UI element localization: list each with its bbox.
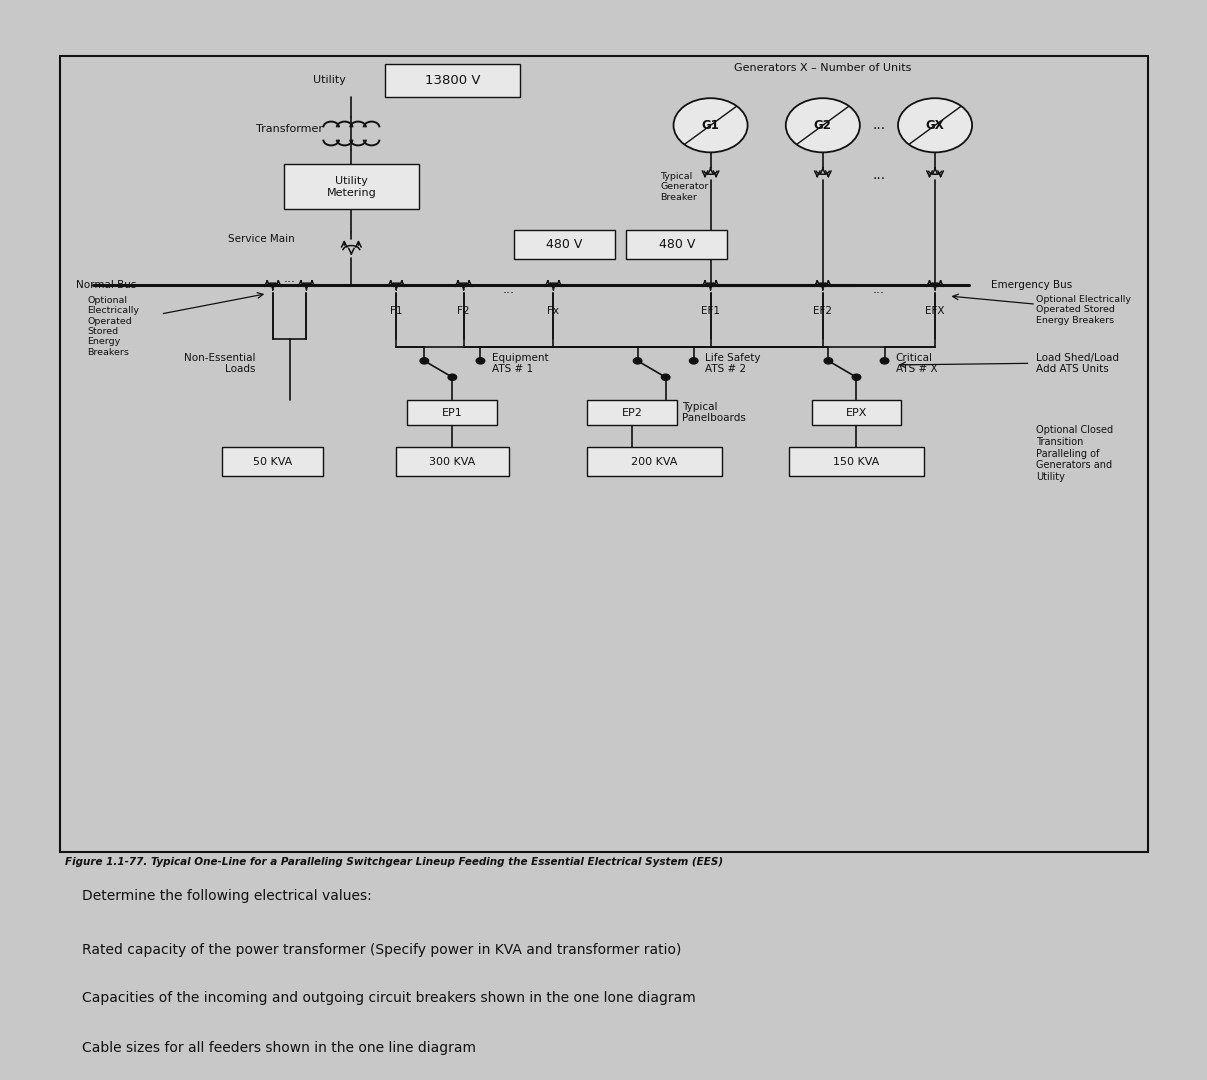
Text: ...: ... bbox=[284, 272, 296, 285]
Text: EP1: EP1 bbox=[442, 407, 462, 418]
Text: EPX: EPX bbox=[846, 407, 867, 418]
Circle shape bbox=[661, 374, 670, 380]
Text: Capacities of the incoming and outgoing circuit breakers shown in the one lone d: Capacities of the incoming and outgoing … bbox=[82, 991, 695, 1004]
Text: Cable sizes for all feeders shown in the one line diagram: Cable sizes for all feeders shown in the… bbox=[82, 1041, 476, 1054]
Circle shape bbox=[448, 374, 456, 380]
Text: EP2: EP2 bbox=[622, 407, 642, 418]
Text: Critical
ATS # X: Critical ATS # X bbox=[896, 352, 938, 374]
Text: 300 KVA: 300 KVA bbox=[430, 457, 476, 467]
Circle shape bbox=[824, 357, 833, 364]
Text: Optional Closed
Transition
Paralleling of
Generators and
Utility: Optional Closed Transition Paralleling o… bbox=[1036, 426, 1113, 482]
Circle shape bbox=[477, 357, 485, 364]
Circle shape bbox=[898, 98, 972, 152]
FancyBboxPatch shape bbox=[587, 401, 677, 424]
Text: Figure 1.1-77. Typical One-Line for a Paralleling Switchgear Lineup Feeding the : Figure 1.1-77. Typical One-Line for a Pa… bbox=[65, 858, 723, 867]
Text: G2: G2 bbox=[814, 119, 832, 132]
Text: Non-Essential
Loads: Non-Essential Loads bbox=[185, 352, 256, 374]
Text: ...: ... bbox=[873, 119, 886, 132]
Text: ...: ... bbox=[873, 167, 886, 181]
Text: Transformer: Transformer bbox=[256, 124, 323, 134]
Circle shape bbox=[420, 357, 428, 364]
Text: Utility
Metering: Utility Metering bbox=[326, 176, 377, 198]
Circle shape bbox=[689, 357, 698, 364]
Text: Emergency Bus: Emergency Bus bbox=[991, 281, 1073, 291]
Circle shape bbox=[674, 98, 747, 152]
FancyBboxPatch shape bbox=[408, 401, 497, 424]
FancyBboxPatch shape bbox=[284, 164, 419, 210]
Circle shape bbox=[880, 357, 888, 364]
Text: Optional Electrically
Operated Stored
Energy Breakers: Optional Electrically Operated Stored En… bbox=[1036, 295, 1131, 325]
Text: Normal Bus: Normal Bus bbox=[76, 281, 136, 291]
FancyBboxPatch shape bbox=[222, 447, 323, 476]
Circle shape bbox=[786, 98, 859, 152]
Text: Determine the following electrical values:: Determine the following electrical value… bbox=[82, 890, 372, 903]
FancyBboxPatch shape bbox=[626, 230, 728, 258]
Text: 480 V: 480 V bbox=[547, 238, 583, 251]
Text: 200 KVA: 200 KVA bbox=[631, 457, 677, 467]
Text: Typical
Panelboards: Typical Panelboards bbox=[682, 402, 746, 423]
Circle shape bbox=[852, 374, 861, 380]
FancyBboxPatch shape bbox=[789, 447, 923, 476]
Text: Service Main: Service Main bbox=[228, 233, 295, 244]
Text: GX: GX bbox=[926, 119, 944, 132]
Circle shape bbox=[634, 357, 642, 364]
Text: EF2: EF2 bbox=[814, 306, 833, 315]
Text: Life Safety
ATS # 2: Life Safety ATS # 2 bbox=[705, 352, 760, 374]
Text: G1: G1 bbox=[701, 119, 719, 132]
Text: ...: ... bbox=[873, 283, 885, 296]
Text: 50 KVA: 50 KVA bbox=[253, 457, 292, 467]
Text: Fx: Fx bbox=[548, 306, 559, 315]
Text: F2: F2 bbox=[457, 306, 470, 315]
Text: Typical
Generator
Breaker: Typical Generator Breaker bbox=[660, 172, 709, 202]
Text: F1: F1 bbox=[390, 306, 402, 315]
FancyBboxPatch shape bbox=[514, 230, 616, 258]
Text: Optional
Electrically
Operated
Stored
Energy
Breakers: Optional Electrically Operated Stored En… bbox=[88, 296, 140, 356]
Text: 13800 V: 13800 V bbox=[425, 73, 480, 86]
FancyBboxPatch shape bbox=[385, 64, 520, 96]
Text: 150 KVA: 150 KVA bbox=[833, 457, 880, 467]
FancyBboxPatch shape bbox=[396, 447, 508, 476]
Text: Load Shed/Load
Add ATS Units: Load Shed/Load Add ATS Units bbox=[1036, 352, 1119, 374]
Text: 480 V: 480 V bbox=[659, 238, 695, 251]
Text: EF1: EF1 bbox=[701, 306, 721, 315]
Text: EFX: EFX bbox=[926, 306, 945, 315]
FancyBboxPatch shape bbox=[811, 401, 902, 424]
Text: Equipment
ATS # 1: Equipment ATS # 1 bbox=[491, 352, 548, 374]
FancyBboxPatch shape bbox=[587, 447, 722, 476]
Text: Rated capacity of the power transformer (Specify power in KVA and transformer ra: Rated capacity of the power transformer … bbox=[82, 944, 681, 957]
Text: ...: ... bbox=[502, 283, 514, 296]
Text: Utility: Utility bbox=[313, 76, 345, 85]
Text: Generators X – Number of Units: Generators X – Number of Units bbox=[734, 63, 911, 72]
